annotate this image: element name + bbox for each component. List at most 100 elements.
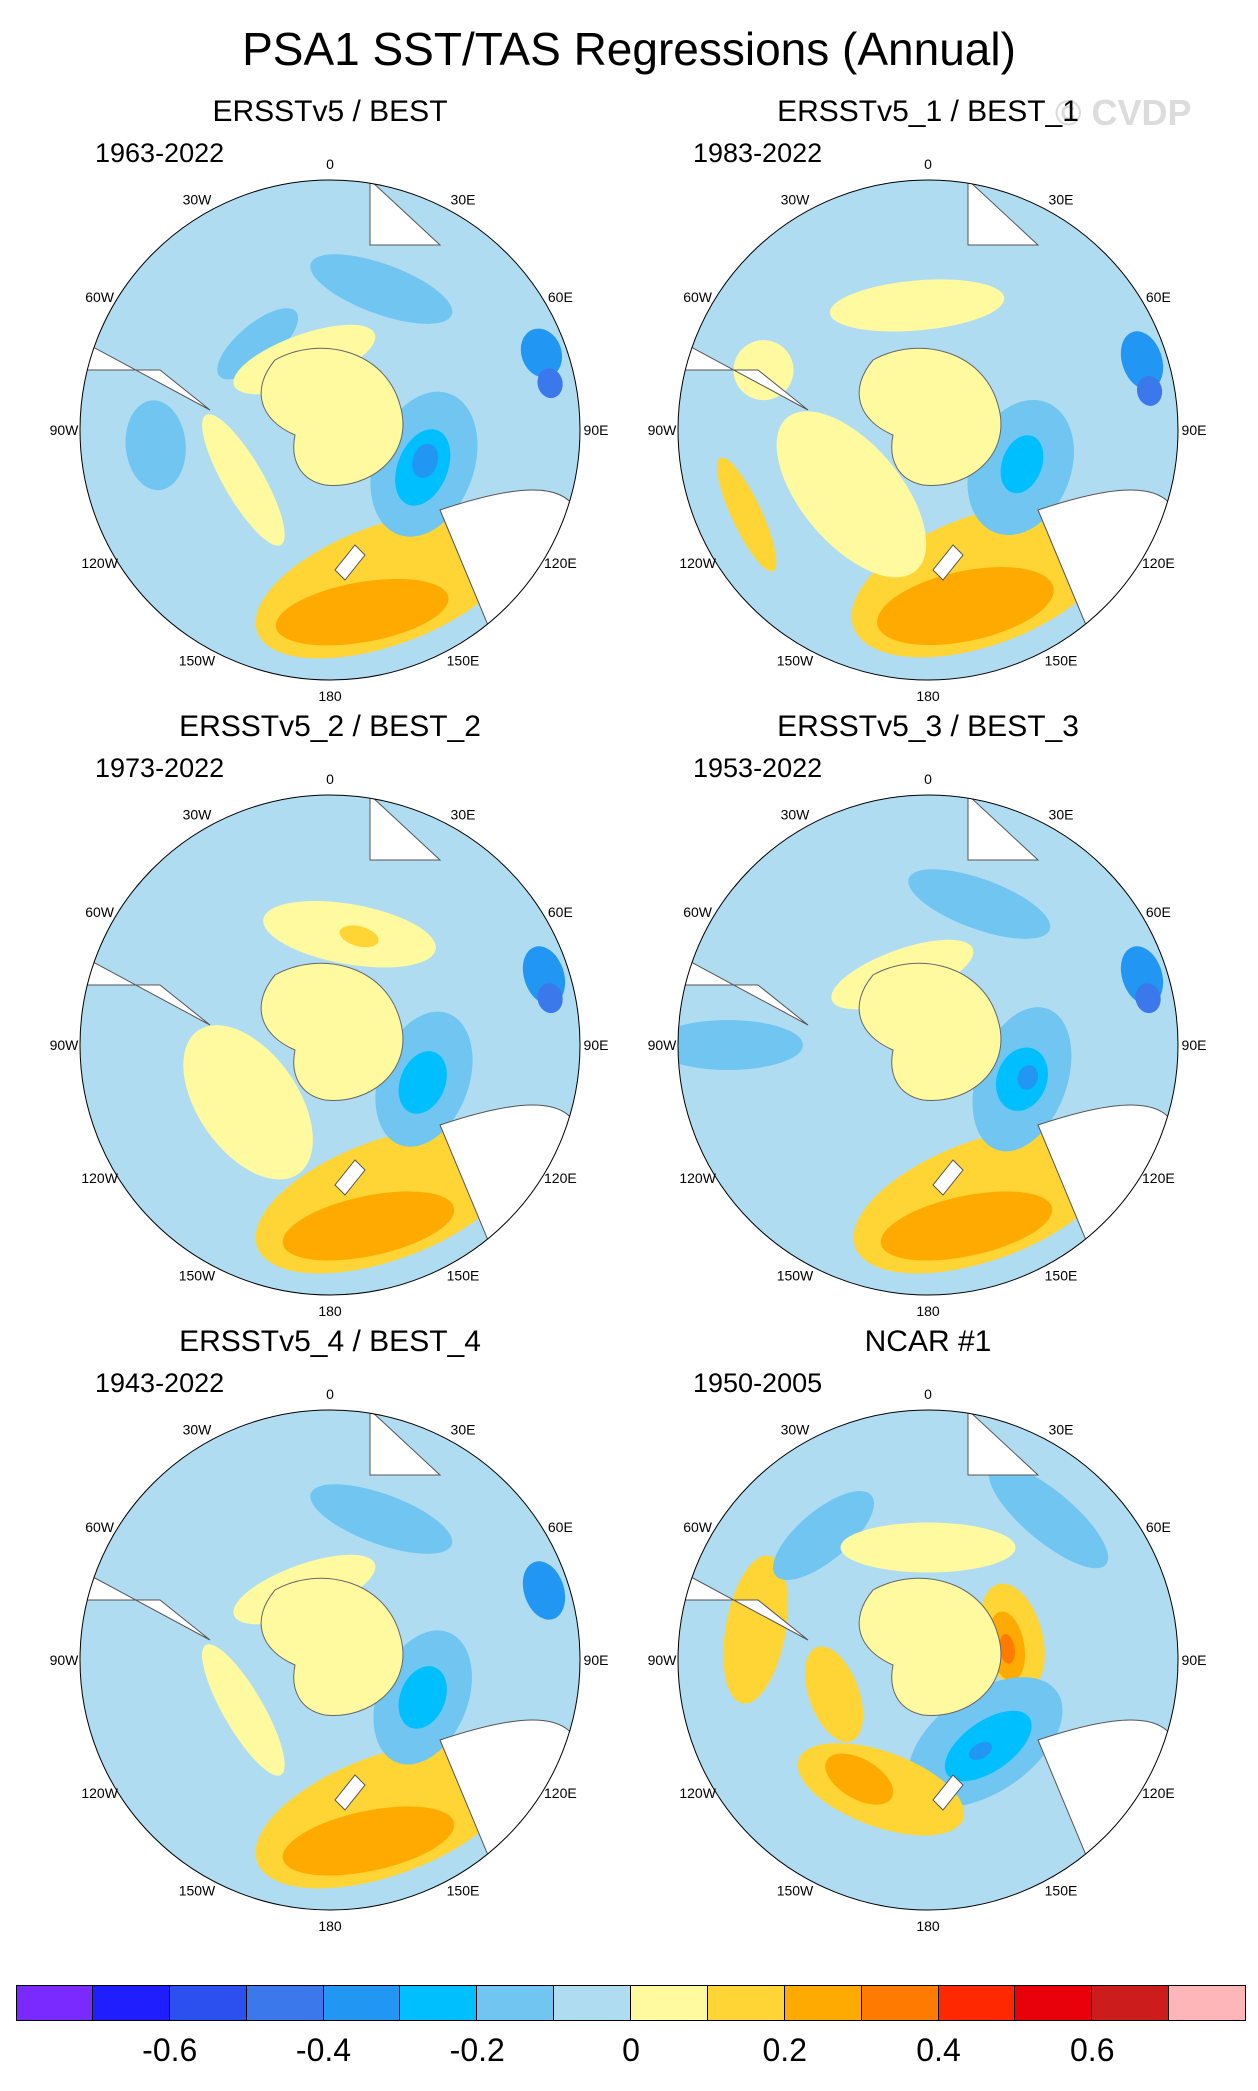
- anomaly-region: [773, 1491, 875, 1581]
- anomaly-region: [988, 1464, 1109, 1569]
- longitude-label: 60W: [85, 1519, 115, 1535]
- map-boundary: [79, 794, 581, 1296]
- anomaly-region: [840, 1522, 1016, 1573]
- longitude-label: 120W: [679, 1170, 716, 1186]
- anomaly-region: [275, 578, 449, 646]
- map-panel: ERSSTv5_4 / BEST_4 1943-2022 0 30E 60E 90E 120…: [20, 1325, 640, 1970]
- new-zealand-land: [932, 544, 964, 581]
- anomaly-region: [310, 254, 453, 324]
- longitude-label: 0: [326, 1386, 334, 1402]
- longitude-label: 60E: [548, 289, 573, 305]
- longitude-label: 60W: [683, 289, 713, 305]
- anomaly-region: [339, 925, 379, 948]
- longitude-label: 30E: [1049, 1422, 1074, 1438]
- anomaly-region: [202, 1644, 285, 1776]
- longitude-label: 30E: [451, 1422, 476, 1438]
- new-zealand-land: [932, 1774, 964, 1811]
- colorbar-box: [861, 1985, 939, 2021]
- longitude-label: 120E: [544, 1170, 577, 1186]
- panel-period: 1950-2005: [693, 1368, 823, 1398]
- new-zealand-land: [932, 1159, 964, 1196]
- map-boundary: [79, 179, 581, 681]
- anomaly-region: [183, 1025, 313, 1180]
- longitude-label: 150E: [1045, 1267, 1078, 1283]
- panel-title: ERSSTv5_2 / BEST_2: [179, 710, 481, 743]
- longitude-label: 180: [318, 1303, 342, 1319]
- anomaly-region: [537, 983, 563, 1014]
- anomaly-region: [522, 1561, 566, 1620]
- longitude-label: 0: [326, 771, 334, 787]
- anomaly-region: [880, 1191, 1053, 1261]
- panel-period: 1953-2022: [693, 753, 823, 783]
- longitude-label: 90E: [1182, 422, 1207, 438]
- anomaly-region: [908, 869, 1051, 939]
- longitude-label: 60E: [1146, 289, 1171, 305]
- panel-title: ERSSTv5 / BEST: [212, 95, 448, 128]
- longitude-label: 60E: [1146, 1519, 1171, 1535]
- longitude-label: 30W: [781, 192, 811, 208]
- longitude-label: 150E: [1045, 652, 1078, 668]
- map-panel: NCAR #1 1950-2005 0 30E 60E 90E 120E 150E 180 150…: [618, 1325, 1238, 1970]
- africa-land: [967, 1410, 1040, 1476]
- anomaly-region: [829, 279, 1005, 332]
- polar-map: 0 30E 60E 90E 120E 150E 180 150W 120W 90W 60W 30W: [50, 156, 609, 704]
- anomaly-region: [678, 1020, 803, 1070]
- panel-period: 1973-2022: [95, 753, 225, 783]
- longitude-label: 90W: [50, 1652, 80, 1668]
- longitude-label: 150W: [777, 652, 814, 668]
- polar-map: 0 30E 60E 90E 120E 150E 180 150W 120W 90W 60W 30W: [50, 1386, 609, 1934]
- longitude-label: 90E: [1182, 1037, 1207, 1053]
- colorbar: [16, 1985, 1246, 2021]
- longitude-label: 120E: [544, 1785, 577, 1801]
- africa-land: [369, 795, 442, 861]
- antarctica-land: [858, 962, 1002, 1101]
- anomaly-region: [804, 1646, 864, 1742]
- longitude-label: 180: [916, 1303, 940, 1319]
- longitude-label: 60E: [548, 1519, 573, 1535]
- longitude-label: 90W: [50, 422, 80, 438]
- colorbar-tick-label: 0.6: [1070, 2032, 1115, 2068]
- anomaly-region: [1000, 435, 1044, 494]
- anomaly-region: [310, 1484, 453, 1554]
- longitude-label: 60W: [683, 904, 713, 920]
- colorbar-box: [323, 1985, 401, 2021]
- new-zealand-land: [334, 544, 366, 581]
- longitude-label: 30W: [183, 1422, 213, 1438]
- anomaly-region: [1120, 331, 1164, 390]
- south-america-land: [80, 1569, 211, 1641]
- polar-map: 0 30E 60E 90E 120E 150E 180 150W 120W 90W 60W 30W: [50, 771, 609, 1319]
- anomaly-region: [282, 1806, 455, 1876]
- longitude-label: 180: [318, 688, 342, 704]
- colorbar-box: [631, 1985, 708, 2021]
- longitude-label: 120W: [81, 555, 118, 571]
- colorbar-box: [1169, 1985, 1246, 2021]
- longitude-label: 150W: [179, 1267, 216, 1283]
- antarctica-land: [260, 962, 404, 1101]
- longitude-label: 150E: [447, 652, 480, 668]
- polar-map: 0 30E 60E 90E 120E 150E 180 150W 120W 90W 60W 30W: [648, 771, 1207, 1319]
- watermark: © CVDP: [1055, 92, 1192, 133]
- longitude-label: 30W: [183, 807, 213, 823]
- longitude-label: 90W: [648, 1652, 678, 1668]
- antarctica-land: [858, 1577, 1002, 1716]
- anomaly-region: [1136, 375, 1163, 406]
- colorbar-box: [1015, 1985, 1093, 2021]
- longitude-label: 150W: [777, 1882, 814, 1898]
- map-boundary: [677, 794, 1179, 1296]
- map-panel: ERSSTv5_3 / BEST_3 1953-2022 0 30E 60E 90E 120…: [618, 710, 1238, 1355]
- antarctica-land: [260, 347, 404, 486]
- colorbar-tick-label: -0.4: [295, 2032, 352, 2068]
- polar-map: 0 30E 60E 90E 120E 150E 180 150W 120W 90W 60W 30W: [648, 156, 1207, 704]
- colorbar-box: [1092, 1985, 1170, 2021]
- map-panel: ERSSTv5_2 / BEST_2 1973-2022 0 30E 60E 90E 120…: [20, 710, 640, 1355]
- longitude-label: 150W: [777, 1267, 814, 1283]
- longitude-label: 150W: [179, 652, 216, 668]
- longitude-label: 30E: [1049, 807, 1074, 823]
- anomaly-region: [723, 1555, 788, 1704]
- longitude-label: 30W: [183, 192, 213, 208]
- longitude-label: 90E: [584, 1652, 609, 1668]
- antarctica-land: [858, 347, 1002, 486]
- longitude-label: 0: [924, 156, 932, 172]
- longitude-label: 30E: [451, 807, 476, 823]
- longitude-label: 60W: [85, 289, 115, 305]
